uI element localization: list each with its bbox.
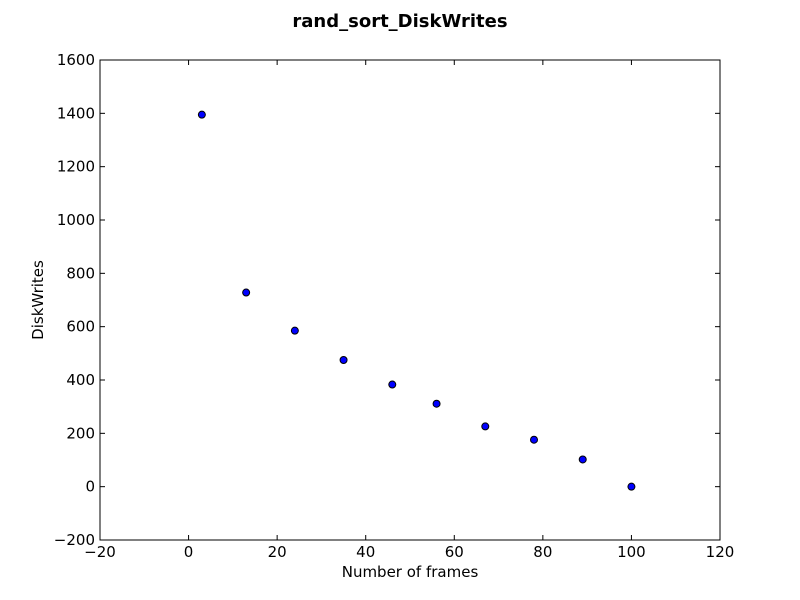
y-tick-label: 600 <box>66 318 95 336</box>
y-tick-label: 1400 <box>57 104 95 122</box>
data-point <box>481 422 490 431</box>
x-tick-label: 120 <box>706 543 735 561</box>
x-tick-label: 0 <box>184 543 194 561</box>
y-tick-label: 1200 <box>57 158 95 176</box>
data-point <box>339 356 348 364</box>
data-point <box>432 399 441 408</box>
x-tick-label: 80 <box>533 543 552 561</box>
x-tick-label: 100 <box>617 543 646 561</box>
data-point <box>627 482 636 491</box>
chart-title: rand_sort_DiskWrites <box>292 11 507 32</box>
x-tick-label: 60 <box>445 543 464 561</box>
data-point <box>530 435 538 444</box>
y-tick-label: 1000 <box>57 211 95 229</box>
points-layer <box>197 110 636 491</box>
y-tick-label: −200 <box>54 531 95 549</box>
y-tick-label: 0 <box>85 478 95 496</box>
y-tick-label: 400 <box>66 371 95 389</box>
x-tick-label: −20 <box>84 543 116 561</box>
y-tick-label: 200 <box>66 424 95 442</box>
data-point <box>290 326 299 335</box>
x-axis-label: Number of frames <box>342 563 479 581</box>
x-tick-label: 20 <box>268 543 287 561</box>
y-tick-label: 800 <box>66 264 95 282</box>
x-tick-label: 40 <box>356 543 375 561</box>
y-tick-label: 1600 <box>57 51 95 69</box>
data-point <box>242 288 251 297</box>
plot-frame <box>99 59 721 541</box>
data-point <box>388 380 397 389</box>
ticks-layer: −20 0 20 40 60 80 100 120−200020040060080010001… <box>54 51 735 561</box>
data-point <box>197 110 206 119</box>
data-point <box>578 455 587 464</box>
y-axis-label: DiskWrites <box>29 260 47 340</box>
